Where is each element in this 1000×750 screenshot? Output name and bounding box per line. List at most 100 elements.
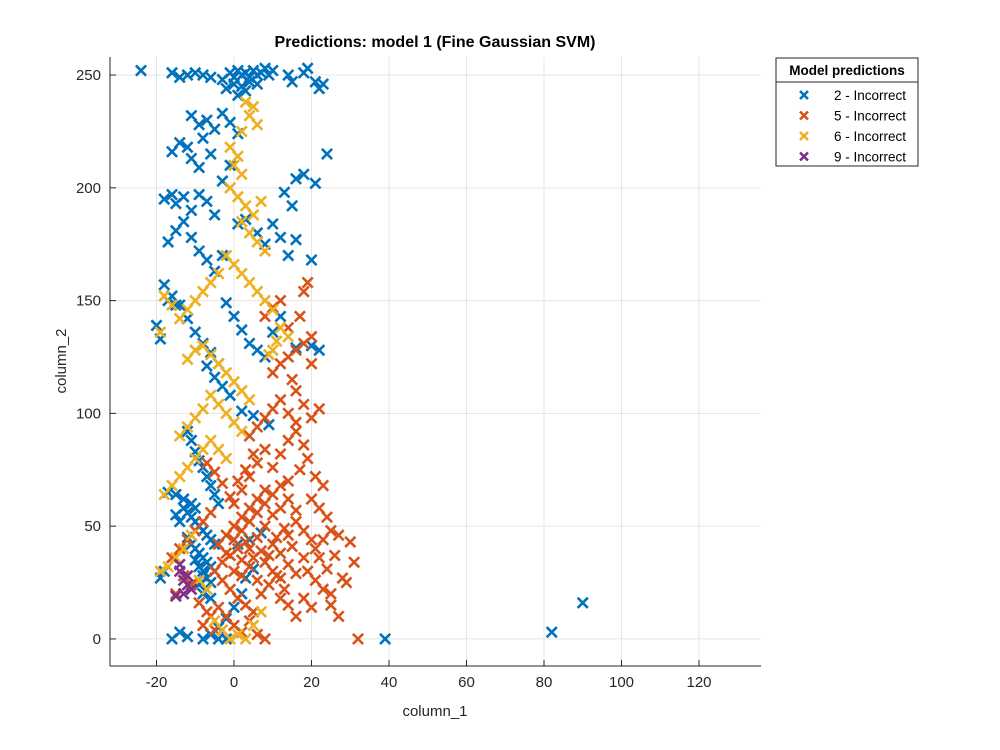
data-point	[313, 344, 326, 357]
data-point	[289, 384, 303, 397]
data-point	[193, 596, 206, 609]
data-point	[305, 330, 318, 343]
data-point	[247, 447, 260, 461]
legend-entry[interactable]: 5 - Incorrect	[799, 109, 906, 124]
data-point	[208, 614, 221, 627]
y-tick-label: 0	[93, 631, 101, 648]
data-point	[266, 326, 279, 339]
data-point	[286, 373, 299, 386]
data-point	[258, 411, 272, 424]
data-point	[297, 398, 310, 411]
data-point	[158, 193, 171, 206]
data-point	[251, 78, 264, 91]
legend-entry[interactable]: 2 - Incorrect	[799, 88, 906, 103]
data-point	[251, 531, 264, 544]
data-point	[251, 420, 264, 433]
data-point	[282, 249, 295, 262]
data-point	[305, 411, 318, 424]
data-point	[181, 312, 194, 325]
data-point	[181, 420, 194, 433]
data-point	[227, 533, 241, 546]
data-point	[189, 452, 202, 465]
data-point	[289, 425, 303, 438]
data-point	[239, 199, 252, 212]
data-point	[165, 479, 179, 492]
data-point	[274, 592, 287, 605]
data-point	[196, 339, 210, 352]
data-point	[185, 434, 198, 447]
data-point	[235, 384, 248, 397]
data-point	[301, 452, 314, 465]
data-point	[274, 547, 287, 560]
data-point	[204, 348, 217, 361]
data-point	[324, 524, 337, 537]
data-point	[177, 542, 190, 555]
data-point	[262, 578, 275, 591]
legend-entry[interactable]: 9 - Incorrect	[799, 150, 906, 165]
data-point	[235, 425, 248, 438]
data-point	[282, 529, 295, 542]
x-tick-label: 40	[381, 674, 398, 691]
legend-marker	[799, 151, 809, 162]
data-point	[262, 418, 275, 431]
data-point	[177, 190, 190, 203]
data-point	[274, 393, 287, 406]
data-point	[313, 502, 326, 515]
data-point	[289, 233, 303, 246]
data-point	[220, 407, 233, 420]
data-point	[379, 632, 392, 645]
data-point	[173, 312, 186, 325]
data-point	[173, 470, 186, 483]
data-point	[297, 524, 310, 537]
legend-title: Model predictions	[789, 63, 905, 78]
data-point	[576, 596, 589, 609]
data-point	[208, 123, 221, 136]
data-point	[243, 429, 256, 442]
data-point	[270, 569, 283, 582]
data-point	[270, 335, 283, 348]
data-point	[227, 416, 241, 429]
data-point	[165, 145, 179, 158]
data-point	[189, 344, 202, 357]
data-point	[154, 565, 167, 578]
data-point	[220, 366, 233, 379]
data-point	[162, 235, 175, 248]
legend-entry[interactable]: 6 - Incorrect	[799, 129, 906, 144]
data-point	[189, 502, 202, 515]
data-point	[309, 542, 322, 555]
x-tick-label: -20	[146, 674, 168, 691]
data-point	[286, 75, 299, 88]
data-point	[169, 224, 182, 237]
data-point	[270, 531, 283, 544]
data-point	[266, 217, 279, 230]
data-point	[251, 226, 264, 239]
data-point	[212, 267, 225, 280]
data-point	[320, 147, 334, 161]
data-point	[204, 506, 217, 519]
data-point	[243, 502, 256, 515]
data-point	[274, 502, 287, 515]
data-point	[204, 276, 217, 289]
data-points	[134, 62, 589, 645]
data-point	[224, 389, 237, 402]
data-point	[200, 195, 213, 208]
data-point	[181, 461, 194, 474]
data-point	[317, 479, 330, 492]
data-point	[216, 380, 229, 393]
data-point	[208, 488, 221, 501]
data-point	[208, 371, 221, 384]
x-tick-label: 60	[458, 674, 475, 691]
data-point	[204, 592, 217, 605]
legend[interactable]: Model predictions 2 - Incorrect 5 - Incor…	[775, 57, 919, 167]
data-point	[235, 125, 248, 138]
data-point	[309, 470, 322, 483]
data-point	[258, 632, 272, 645]
data-point	[243, 560, 256, 573]
data-point	[204, 71, 217, 84]
x-tick-label: 80	[536, 674, 553, 691]
data-point	[305, 357, 318, 370]
data-point	[189, 553, 202, 567]
data-point	[177, 215, 190, 228]
data-point	[224, 583, 237, 596]
legend-marker	[799, 131, 809, 141]
